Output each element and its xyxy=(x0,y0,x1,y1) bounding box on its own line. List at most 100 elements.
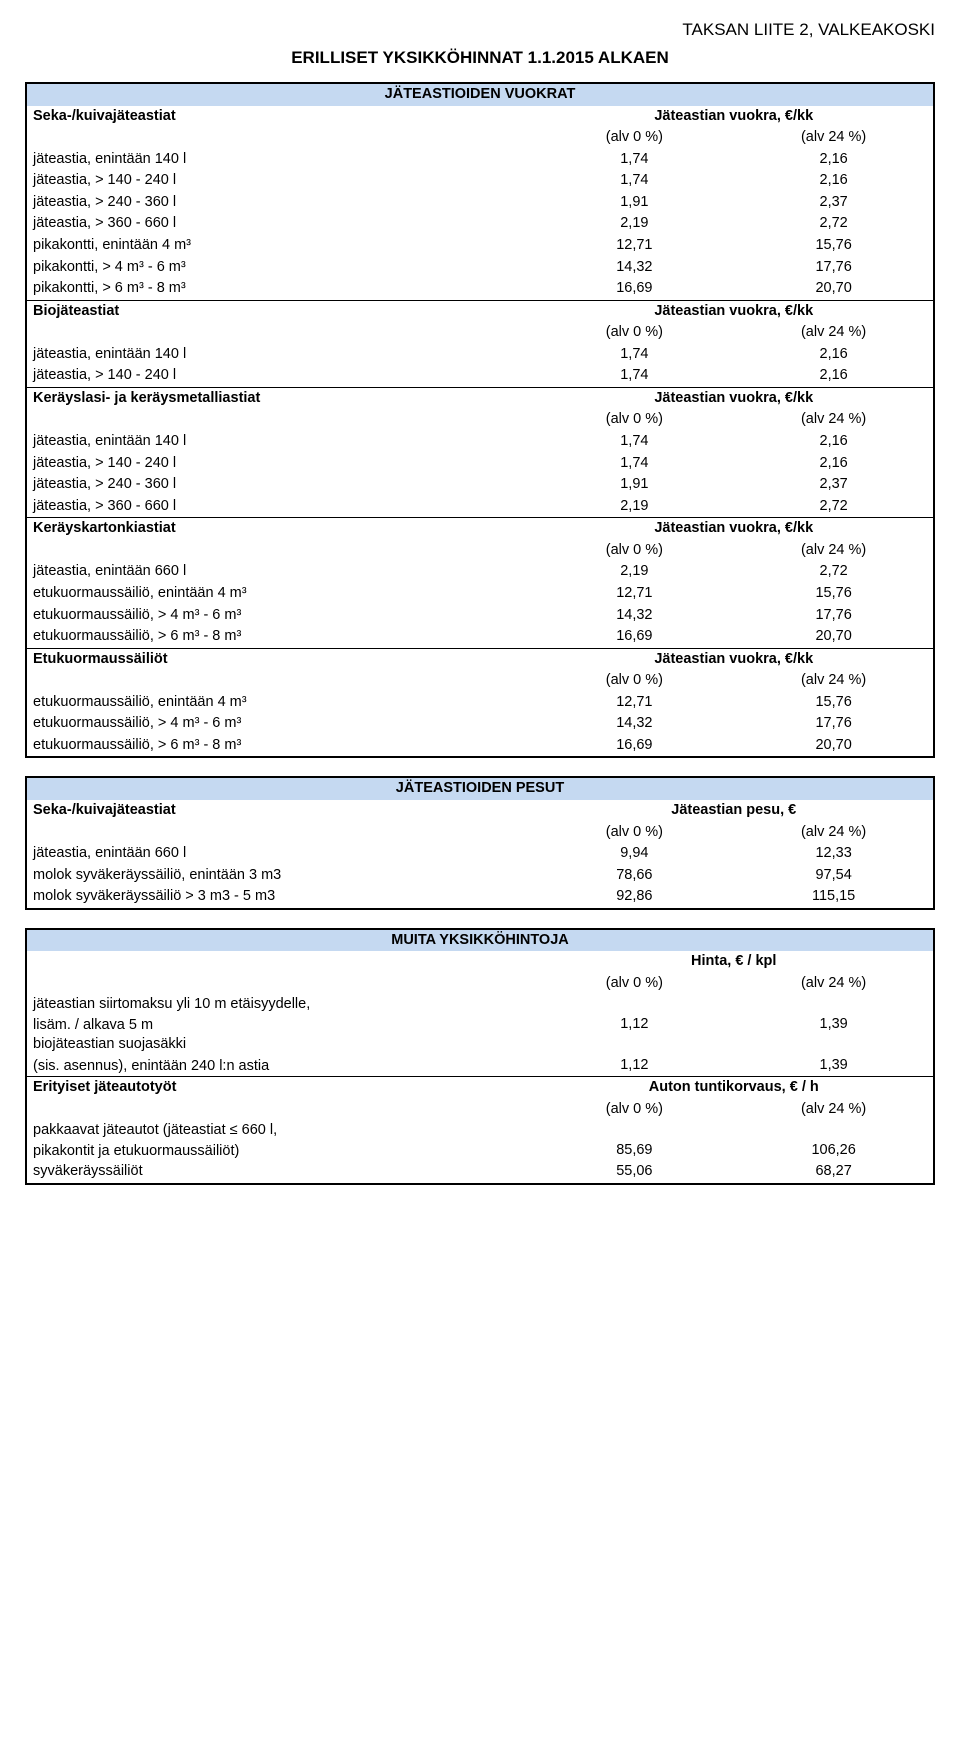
row-value-alv24: 20,70 xyxy=(734,278,934,300)
row-value-alv0: 1,12 xyxy=(534,1055,734,1077)
group-col-header: Jäteastian vuokra, €/kk xyxy=(534,648,934,670)
group-header-row: KeräyskartonkiastiatJäteastian vuokra, €… xyxy=(26,518,934,540)
row-value-alv0: 2,19 xyxy=(534,496,734,518)
row-value-alv24: 17,76 xyxy=(734,257,934,279)
alv24-label: (alv 24 %) xyxy=(734,1099,934,1121)
group-col-header: Jäteastian vuokra, €/kk xyxy=(534,300,934,322)
table-pesut: JÄTEASTIOIDEN PESUT Seka-/kuivajäteastia… xyxy=(25,776,935,909)
row-value-alv24: 1,39 xyxy=(734,1055,934,1077)
row-label: etukuormaussäiliö, > 4 m³ - 6 m³ xyxy=(26,605,534,627)
table-row: etukuormaussäiliö, > 4 m³ - 6 m³14,3217,… xyxy=(26,605,934,627)
row-label: etukuormaussäiliö, enintään 4 m³ xyxy=(26,583,534,605)
alv24-label: (alv 24 %) xyxy=(734,973,934,995)
row-label: jäteastia, enintään 140 l xyxy=(26,431,534,453)
row-value-alv0: 1,74 xyxy=(534,170,734,192)
main-title: ERILLISET YKSIKKÖHINNAT 1.1.2015 ALKAEN xyxy=(25,48,935,68)
row-value-alv0: 14,32 xyxy=(534,257,734,279)
table-row-line2: (sis. asennus), enintään 240 l:n astia1,… xyxy=(26,1055,934,1077)
row-label: etukuormaussäiliö, enintään 4 m³ xyxy=(26,692,534,714)
row-value-alv0: 2,19 xyxy=(534,213,734,235)
table-row: jäteastia, > 360 - 660 l2,192,72 xyxy=(26,496,934,518)
row-label: etukuormaussäiliö, > 6 m³ - 8 m³ xyxy=(26,626,534,648)
row-label: pikakontti, > 6 m³ - 8 m³ xyxy=(26,278,534,300)
row-value-alv24: 97,54 xyxy=(734,865,934,887)
row-value-alv24: 2,37 xyxy=(734,192,934,214)
table-row: molok syväkeräyssäiliö, enintään 3 m378,… xyxy=(26,865,934,887)
empty-cell xyxy=(734,995,934,1014)
group-header-row: EtukuormaussäiliötJäteastian vuokra, €/k… xyxy=(26,648,934,670)
table-row-line2: lisäm. / alkava 5 m1,121,39 xyxy=(26,1014,934,1036)
group-header-row: Erityiset jäteautotyötAuton tuntikorvaus… xyxy=(26,1077,934,1099)
row-value-alv0: 92,86 xyxy=(534,886,734,909)
empty-cell xyxy=(534,995,734,1014)
table-row: jäteastia, enintään 140 l1,742,16 xyxy=(26,344,934,366)
row-label: molok syväkeräyssäiliö, enintään 3 m3 xyxy=(26,865,534,887)
row-label: jäteastia, enintään 140 l xyxy=(26,344,534,366)
row-value-alv0: 12,71 xyxy=(534,583,734,605)
row-label-line1: biojäteastian suojasäkki xyxy=(26,1035,534,1054)
alv0-label: (alv 0 %) xyxy=(534,1099,734,1121)
page: TAKSAN LIITE 2, VALKEAKOSKI ERILLISET YK… xyxy=(25,20,935,1185)
group-col-header: Hinta, € / kpl xyxy=(534,951,934,973)
row-label-line2: (sis. asennus), enintään 240 l:n astia xyxy=(26,1055,534,1077)
table-row: jäteastia, enintään 660 l2,192,72 xyxy=(26,561,934,583)
row-value-alv24: 17,76 xyxy=(734,605,934,627)
group-label: Biojäteastiat xyxy=(26,300,534,322)
row-value-alv0: 12,71 xyxy=(534,235,734,257)
alv0-label: (alv 0 %) xyxy=(534,540,734,562)
row-value-alv0: 14,32 xyxy=(534,605,734,627)
row-value-alv0: 2,19 xyxy=(534,561,734,583)
group-label: Seka-/kuivajäteastiat xyxy=(26,800,534,822)
table-row-line1: jäteastian siirtomaksu yli 10 m etäisyyd… xyxy=(26,995,934,1014)
group-header-row: Hinta, € / kpl xyxy=(26,951,934,973)
empty-cell xyxy=(26,127,534,149)
table-row: etukuormaussäiliö, > 6 m³ - 8 m³16,6920,… xyxy=(26,735,934,758)
row-value-alv24: 2,16 xyxy=(734,431,934,453)
alv0-label: (alv 0 %) xyxy=(534,822,734,844)
table-row: jäteastia, > 140 - 240 l1,742,16 xyxy=(26,170,934,192)
row-value-alv0: 1,91 xyxy=(534,192,734,214)
row-value-alv0: 1,91 xyxy=(534,474,734,496)
table-row: syväkeräyssäiliöt55,0668,27 xyxy=(26,1161,934,1184)
group-header-row: BiojäteastiatJäteastian vuokra, €/kk xyxy=(26,300,934,322)
row-label: jäteastia, > 240 - 360 l xyxy=(26,192,534,214)
row-label-line1: jäteastian siirtomaksu yli 10 m etäisyyd… xyxy=(26,995,534,1014)
group-header-row: Keräyslasi- ja keräysmetalliastiatJäteas… xyxy=(26,387,934,409)
section-title: JÄTEASTIOIDEN VUOKRAT xyxy=(26,83,934,106)
alv-row: (alv 0 %)(alv 24 %) xyxy=(26,540,934,562)
row-value-alv0: 78,66 xyxy=(534,865,734,887)
empty-cell xyxy=(734,1035,934,1054)
group-header-row: Seka-/kuivajäteastiatJäteastian pesu, € xyxy=(26,800,934,822)
empty-cell xyxy=(26,670,534,692)
table-row: jäteastia, > 240 - 360 l1,912,37 xyxy=(26,474,934,496)
alv-row: (alv 0 %)(alv 24 %) xyxy=(26,670,934,692)
row-value-alv0: 55,06 xyxy=(534,1161,734,1184)
row-value-alv0: 14,32 xyxy=(534,713,734,735)
empty-cell xyxy=(534,1121,734,1140)
alv24-label: (alv 24 %) xyxy=(734,822,934,844)
row-value-alv0: 1,74 xyxy=(534,149,734,171)
alv-row: (alv 0 %)(alv 24 %) xyxy=(26,322,934,344)
row-value-alv0: 1,74 xyxy=(534,365,734,387)
empty-cell xyxy=(26,1099,534,1121)
alv-row: (alv 0 %)(alv 24 %) xyxy=(26,409,934,431)
row-label: jäteastia, > 360 - 660 l xyxy=(26,213,534,235)
table-row: jäteastia, > 140 - 240 l1,742,16 xyxy=(26,365,934,387)
table-row: pikakontti, > 4 m³ - 6 m³14,3217,76 xyxy=(26,257,934,279)
row-value-alv24: 68,27 xyxy=(734,1161,934,1184)
table-row: jäteastia, > 240 - 360 l1,912,37 xyxy=(26,192,934,214)
table-row: molok syväkeräyssäiliö > 3 m3 - 5 m392,8… xyxy=(26,886,934,909)
row-label: jäteastia, > 140 - 240 l xyxy=(26,453,534,475)
row-label: jäteastia, > 140 - 240 l xyxy=(26,365,534,387)
table-row: jäteastia, > 140 - 240 l1,742,16 xyxy=(26,453,934,475)
alv-row: (alv 0 %)(alv 24 %) xyxy=(26,127,934,149)
row-value-alv0: 1,74 xyxy=(534,453,734,475)
row-value-alv24: 2,16 xyxy=(734,453,934,475)
row-label: jäteastia, enintään 140 l xyxy=(26,149,534,171)
row-value-alv24: 106,26 xyxy=(734,1140,934,1162)
row-label: etukuormaussäiliö, > 6 m³ - 8 m³ xyxy=(26,735,534,758)
row-label: molok syväkeräyssäiliö > 3 m3 - 5 m3 xyxy=(26,886,534,909)
row-value-alv0: 1,74 xyxy=(534,344,734,366)
alv24-label: (alv 24 %) xyxy=(734,540,934,562)
alv-row: (alv 0 %)(alv 24 %) xyxy=(26,822,934,844)
